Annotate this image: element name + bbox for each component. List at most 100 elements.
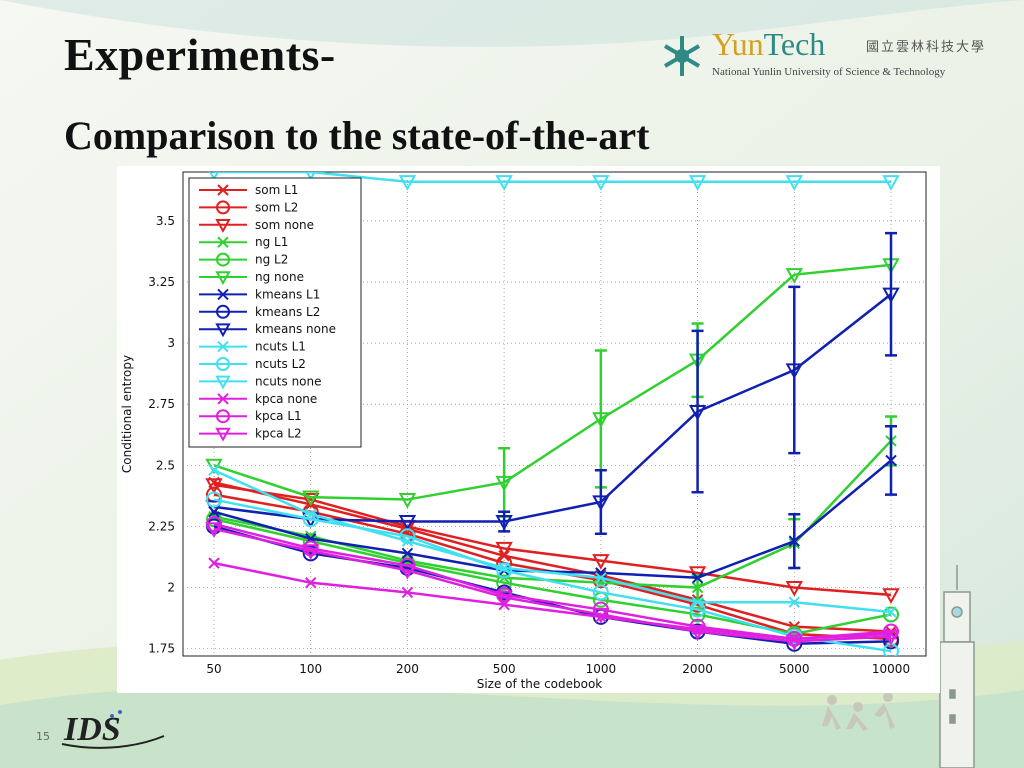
series-line (213, 522, 892, 641)
data-point (217, 288, 229, 301)
data-point (882, 287, 900, 304)
series-ncuts-l2 (206, 491, 899, 656)
ids-logo: IDS (61, 710, 165, 749)
data-point (305, 172, 316, 182)
legend-entry: som L1 (199, 183, 298, 197)
data-point (215, 323, 231, 338)
data-point (882, 175, 900, 191)
tower-illustration (939, 565, 975, 768)
data-point (401, 547, 414, 560)
legend-entry: ng none (199, 270, 304, 286)
data-point (592, 554, 610, 570)
logo-chinese-name: 國立雲林科技大學 (866, 40, 987, 55)
legend-label: kmeans L1 (255, 287, 320, 301)
data-point (688, 404, 707, 421)
x-tick-label: 200 (396, 662, 419, 676)
data-point (885, 454, 897, 467)
data-point (205, 500, 223, 516)
data-point (302, 492, 320, 509)
logo-english-name: National Yunlin University of Science & … (712, 66, 946, 78)
legend-label: ng L2 (255, 253, 288, 267)
data-point (495, 541, 513, 558)
data-point (205, 478, 223, 494)
data-point (592, 175, 610, 191)
data-point (208, 557, 220, 569)
data-point (216, 252, 230, 267)
x-tick-label: 50 (206, 662, 221, 676)
error-bar (885, 231, 897, 357)
legend-label: ng none (255, 270, 304, 284)
series-ng-none (205, 258, 900, 518)
data-point (786, 630, 803, 647)
legend-entry: kmeans none (199, 322, 336, 338)
data-point (785, 363, 803, 380)
y-tick-label: 1.75 (148, 642, 175, 656)
data-point (496, 574, 513, 591)
legend-entry: kpca L1 (199, 409, 302, 423)
legend-entry: som L2 (199, 200, 298, 215)
legend-entry: ncuts L1 (199, 340, 306, 354)
legend-label: som L1 (255, 183, 298, 197)
slide-subtitle: Comparison to the state-of-the-art (64, 113, 650, 158)
data-point (398, 563, 417, 580)
runners-illustration (822, 692, 895, 731)
y-axis-label: Conditional entropy (120, 355, 134, 473)
legend-label: kmeans L2 (255, 305, 320, 319)
logo-brand: YunTech (712, 26, 826, 62)
y-tick-label: 3 (167, 336, 175, 350)
data-point (785, 175, 803, 191)
data-point (216, 200, 230, 215)
x-axis-label: Size of the codebook (477, 677, 603, 691)
data-point (215, 375, 231, 390)
data-point (495, 175, 513, 191)
data-point (398, 492, 417, 509)
data-point (216, 357, 230, 371)
data-point (592, 584, 609, 601)
data-point (302, 544, 320, 560)
legend-entry: som none (199, 218, 314, 233)
data-point (495, 514, 513, 531)
data-point (592, 412, 610, 428)
series-line (213, 483, 892, 597)
data-point (216, 304, 230, 319)
legend-label: kpca none (255, 392, 317, 406)
data-point (208, 464, 220, 476)
data-point (217, 184, 229, 196)
legend-label: ncuts L2 (255, 357, 306, 371)
data-point (691, 581, 704, 594)
legend-label: som L2 (255, 200, 298, 214)
data-point (217, 393, 229, 405)
data-point (217, 236, 229, 248)
x-tick-label: 100 (299, 662, 322, 676)
page-number: 15 (36, 730, 50, 743)
series-line (214, 172, 891, 184)
data-point (885, 606, 897, 618)
y-tick-label: 3.25 (148, 275, 175, 289)
y-tick-label: 2.75 (148, 397, 175, 411)
data-point (592, 495, 610, 512)
data-point (216, 409, 230, 424)
yuntech-logo: YunTech 國立雲林科技大學 National Yunlin Univers… (658, 26, 1008, 80)
data-point (882, 629, 900, 646)
x-tick-label: 2000 (682, 662, 713, 676)
error-bar (594, 468, 607, 536)
x-tick-label: 5000 (779, 662, 810, 676)
data-point (302, 511, 319, 528)
series-line (213, 469, 892, 614)
legend-label: kpca L2 (255, 427, 302, 441)
x-tick-label: 500 (493, 662, 516, 676)
data-point (215, 219, 231, 233)
series-line (213, 527, 892, 643)
data-point (215, 427, 231, 442)
data-point (788, 535, 800, 547)
legend-entry: ncuts L2 (199, 357, 306, 371)
legend-entry: ng L2 (199, 252, 288, 267)
legend-entry: ng L1 (199, 235, 288, 249)
data-point (788, 596, 800, 608)
snowflake-icon (663, 36, 701, 76)
data-point (398, 514, 417, 531)
data-point (206, 491, 222, 508)
legend-entry: ncuts none (199, 374, 322, 390)
y-tick-label: 2 (167, 581, 175, 595)
data-point (688, 175, 707, 191)
